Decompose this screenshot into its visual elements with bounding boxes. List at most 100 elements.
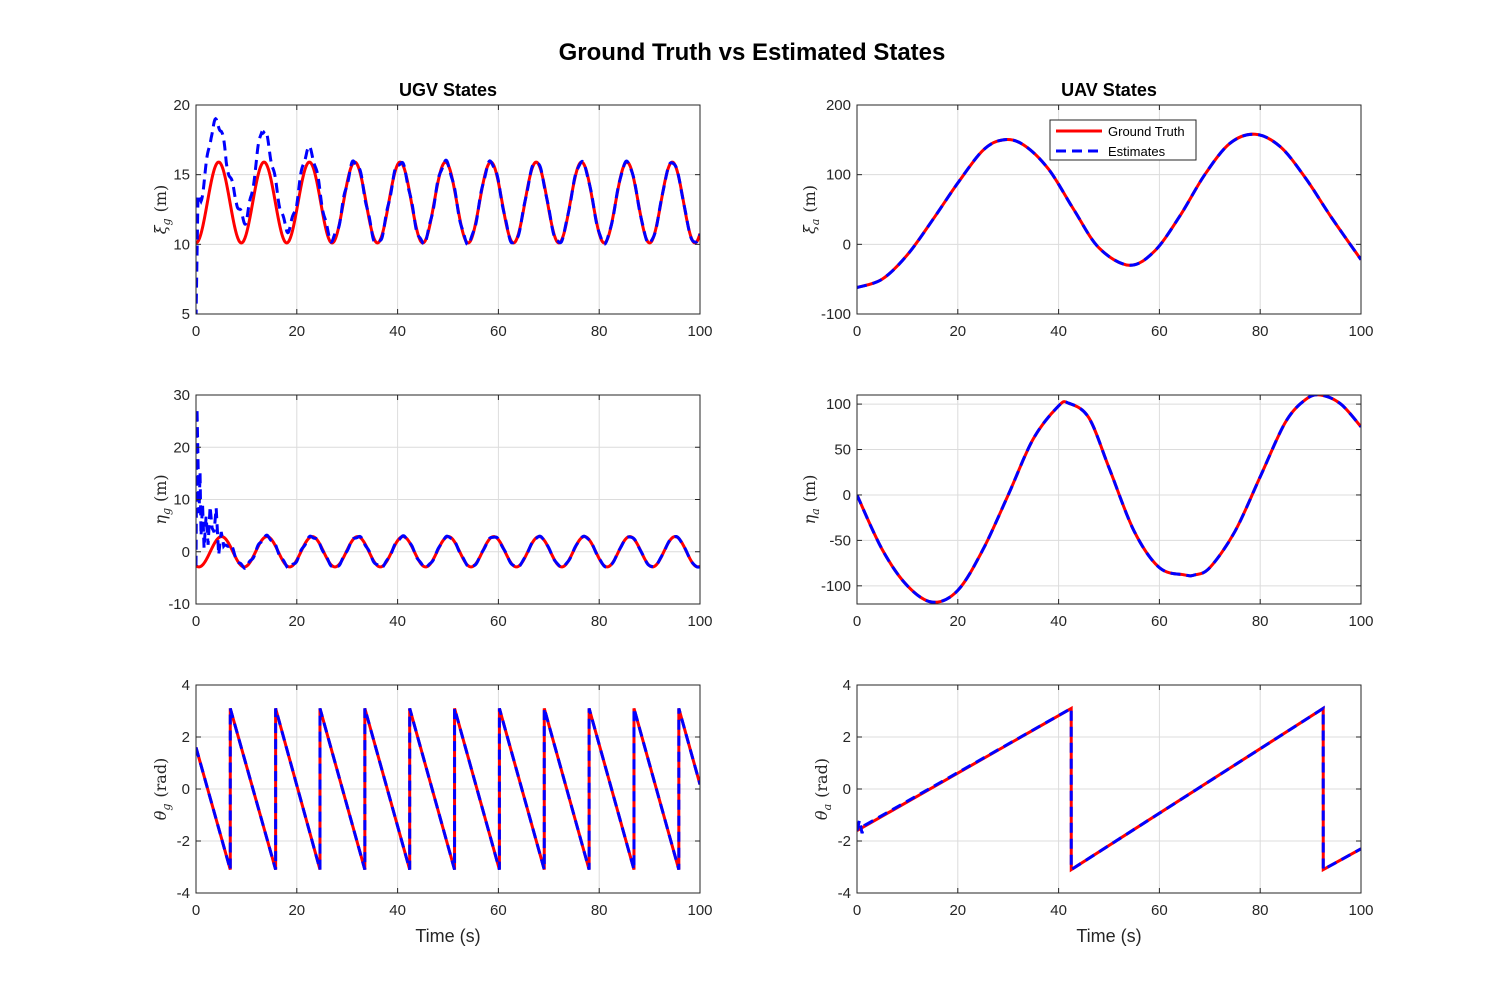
subplot-title: UAV States — [1061, 80, 1157, 100]
x-tick-label: 0 — [853, 902, 861, 919]
y-tick-label: 0 — [843, 487, 851, 504]
y-axis-unit: (m) — [151, 474, 170, 502]
x-tick-label: 40 — [1050, 613, 1067, 630]
y-tick-label: 4 — [843, 677, 851, 694]
y-tick-label: 2 — [182, 729, 190, 746]
y-axis-subscript: g — [160, 804, 173, 811]
y-tick-label: 20 — [173, 97, 190, 114]
x-tick-label: 60 — [1151, 613, 1168, 630]
x-tick-label: 40 — [389, 613, 406, 630]
y-tick-label: 200 — [826, 97, 851, 114]
x-tick-label: 40 — [389, 323, 406, 340]
y-tick-label: -2 — [838, 833, 851, 850]
x-tick-label: 0 — [192, 323, 200, 340]
plot-area — [857, 395, 1361, 604]
x-tick-label: 80 — [1252, 323, 1269, 340]
y-tick-label: 15 — [173, 167, 190, 184]
x-tick-label: 60 — [490, 902, 507, 919]
x-tick-label: 60 — [490, 613, 507, 630]
y-tick-label: -100 — [821, 306, 851, 323]
y-axis-symbol: ξ — [800, 224, 819, 234]
y-axis-label: ηa (m) — [800, 475, 822, 525]
y-axis-symbol: θ — [812, 810, 831, 820]
series-line-estimates — [196, 408, 700, 570]
x-tick-label: 100 — [687, 613, 712, 630]
y-axis-symbol: η — [800, 514, 819, 524]
axes-box — [195, 104, 701, 315]
x-tick-label: 40 — [1050, 902, 1067, 919]
x-tick-label: 80 — [591, 902, 608, 919]
y-tick-label: -4 — [177, 885, 190, 902]
series-line-estimates — [196, 116, 700, 314]
y-tick-label: -100 — [821, 578, 851, 595]
y-tick-label: 0 — [843, 236, 851, 253]
x-tick-label: 80 — [591, 323, 608, 340]
axes-box — [856, 104, 1362, 315]
subplot-uav_theta: 0 20 40 60 80 100 -4 -2 0 2 4 Time (s) θa (rad) — [812, 677, 1374, 946]
y-tick-label: 5 — [182, 306, 190, 323]
y-tick-label: 50 — [834, 442, 851, 459]
y-tick-label: 100 — [826, 167, 851, 184]
y-tick-label: 2 — [843, 729, 851, 746]
x-tick-label: 0 — [853, 323, 861, 340]
x-axis-label: Time (s) — [1076, 926, 1141, 946]
y-axis-unit: (m) — [800, 185, 819, 213]
y-axis-unit: (rad) — [151, 758, 170, 798]
axes-box — [856, 394, 1362, 605]
y-axis-unit: (m) — [151, 185, 170, 213]
x-tick-label: 60 — [1151, 323, 1168, 340]
x-tick-label: 20 — [288, 613, 305, 630]
legend-label: Ground Truth — [1108, 124, 1185, 139]
x-tick-label: 100 — [687, 902, 712, 919]
y-axis-subscript: g — [160, 508, 173, 515]
y-axis-unit: (m) — [800, 475, 819, 503]
legend: Ground Truth Estimates — [1049, 119, 1197, 161]
y-tick-label: 100 — [826, 396, 851, 413]
x-axis-label: Time (s) — [415, 926, 480, 946]
y-axis-symbol: θ — [151, 810, 170, 820]
subplot-uav_eta: 0 20 40 60 80 100 -100 -50 0 50 100 ηa (m) — [800, 394, 1374, 630]
y-axis-symbol: ξ — [151, 224, 170, 234]
x-tick-label: 20 — [949, 902, 966, 919]
subplot-ugv_xi: 0 20 40 60 80 100 5 10 15 20 UGV States ξg (m) — [151, 80, 713, 340]
y-tick-label: 4 — [182, 677, 190, 694]
x-tick-label: 100 — [1348, 613, 1373, 630]
y-axis-symbol: η — [151, 515, 170, 525]
y-tick-label: 0 — [182, 544, 190, 561]
series-line-estimates — [857, 132, 1361, 289]
y-tick-label: -50 — [829, 532, 851, 549]
x-tick-label: 100 — [1348, 323, 1373, 340]
x-tick-label: 20 — [288, 902, 305, 919]
y-tick-label: -4 — [838, 885, 851, 902]
x-tick-label: 40 — [1050, 323, 1067, 340]
y-axis-label: ξg (m) — [151, 185, 173, 235]
y-axis-label: ξa (m) — [800, 185, 822, 234]
x-tick-label: 0 — [853, 613, 861, 630]
x-tick-label: 20 — [949, 323, 966, 340]
y-tick-label: -10 — [168, 596, 190, 613]
y-tick-label: 20 — [173, 439, 190, 456]
series-line-estimates — [196, 707, 700, 871]
y-tick-label: 10 — [173, 492, 190, 509]
legend-box — [1049, 119, 1197, 161]
y-tick-label: 0 — [182, 781, 190, 798]
plot-area — [196, 105, 700, 314]
x-tick-label: 20 — [288, 323, 305, 340]
x-tick-label: 20 — [949, 613, 966, 630]
y-tick-label: 30 — [173, 387, 190, 404]
x-tick-label: 80 — [1252, 613, 1269, 630]
x-tick-label: 0 — [192, 902, 200, 919]
legend-label: Estimates — [1108, 144, 1166, 159]
x-tick-label: 40 — [389, 902, 406, 919]
y-axis-label: θa (rad) — [812, 758, 834, 820]
y-axis-subscript: a — [821, 804, 834, 811]
subplot-ugv_theta: 0 20 40 60 80 100 -4 -2 0 2 4 Time (s) θg (rad) — [151, 677, 713, 946]
y-axis-subscript: a — [809, 219, 822, 226]
figure-title: Ground Truth vs Estimated States — [559, 39, 946, 66]
x-tick-label: 100 — [687, 323, 712, 340]
subplot-title: UGV States — [399, 80, 497, 100]
